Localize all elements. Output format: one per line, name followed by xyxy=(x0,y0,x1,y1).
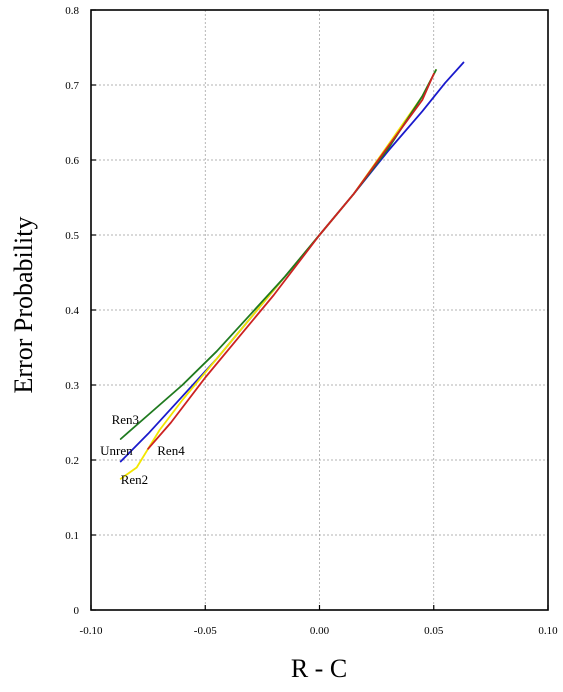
series-label-unren: Unren xyxy=(100,443,133,458)
series-line-ren4 xyxy=(147,72,435,450)
label-layer: Ren3 Unren Ren4 Ren2 xyxy=(100,412,185,487)
x-tick-label: 0.05 xyxy=(424,625,444,637)
x-tick-label: 0.00 xyxy=(310,625,330,637)
x-tick-label: -0.05 xyxy=(194,625,217,637)
x-axis-title: R - C xyxy=(291,654,347,683)
y-tick-label: 0.8 xyxy=(65,5,79,17)
series-layer xyxy=(119,61,465,480)
y-tick-label: 0.1 xyxy=(65,530,79,542)
series-line-ren2 xyxy=(119,69,437,480)
grid-layer xyxy=(91,10,548,610)
y-tick-label: 0.3 xyxy=(65,380,79,392)
series-line-unren xyxy=(119,61,465,463)
y-tick-label: 0 xyxy=(74,605,80,617)
series-label-ren3: Ren3 xyxy=(112,412,139,427)
y-tick-label: 0.7 xyxy=(65,80,79,92)
y-axis-title: Error Probability xyxy=(9,217,38,394)
x-tick-label: -0.10 xyxy=(80,625,103,637)
series-label-ren4: Ren4 xyxy=(157,443,185,458)
series-label-ren2: Ren2 xyxy=(121,472,148,487)
y-tick-label: 0.2 xyxy=(65,455,79,467)
tick-layer: -0.10 -0.05 0.00 0.05 0.10 0 0.1 0.2 0.3 0.4 0.5 0.… xyxy=(65,5,558,637)
y-tick-label: 0.5 xyxy=(65,230,79,242)
y-tick-label: 0.4 xyxy=(65,305,79,317)
y-tick-label: 0.6 xyxy=(65,155,79,167)
x-tick-label: 0.10 xyxy=(538,625,558,637)
series-line-ren3 xyxy=(119,69,437,440)
